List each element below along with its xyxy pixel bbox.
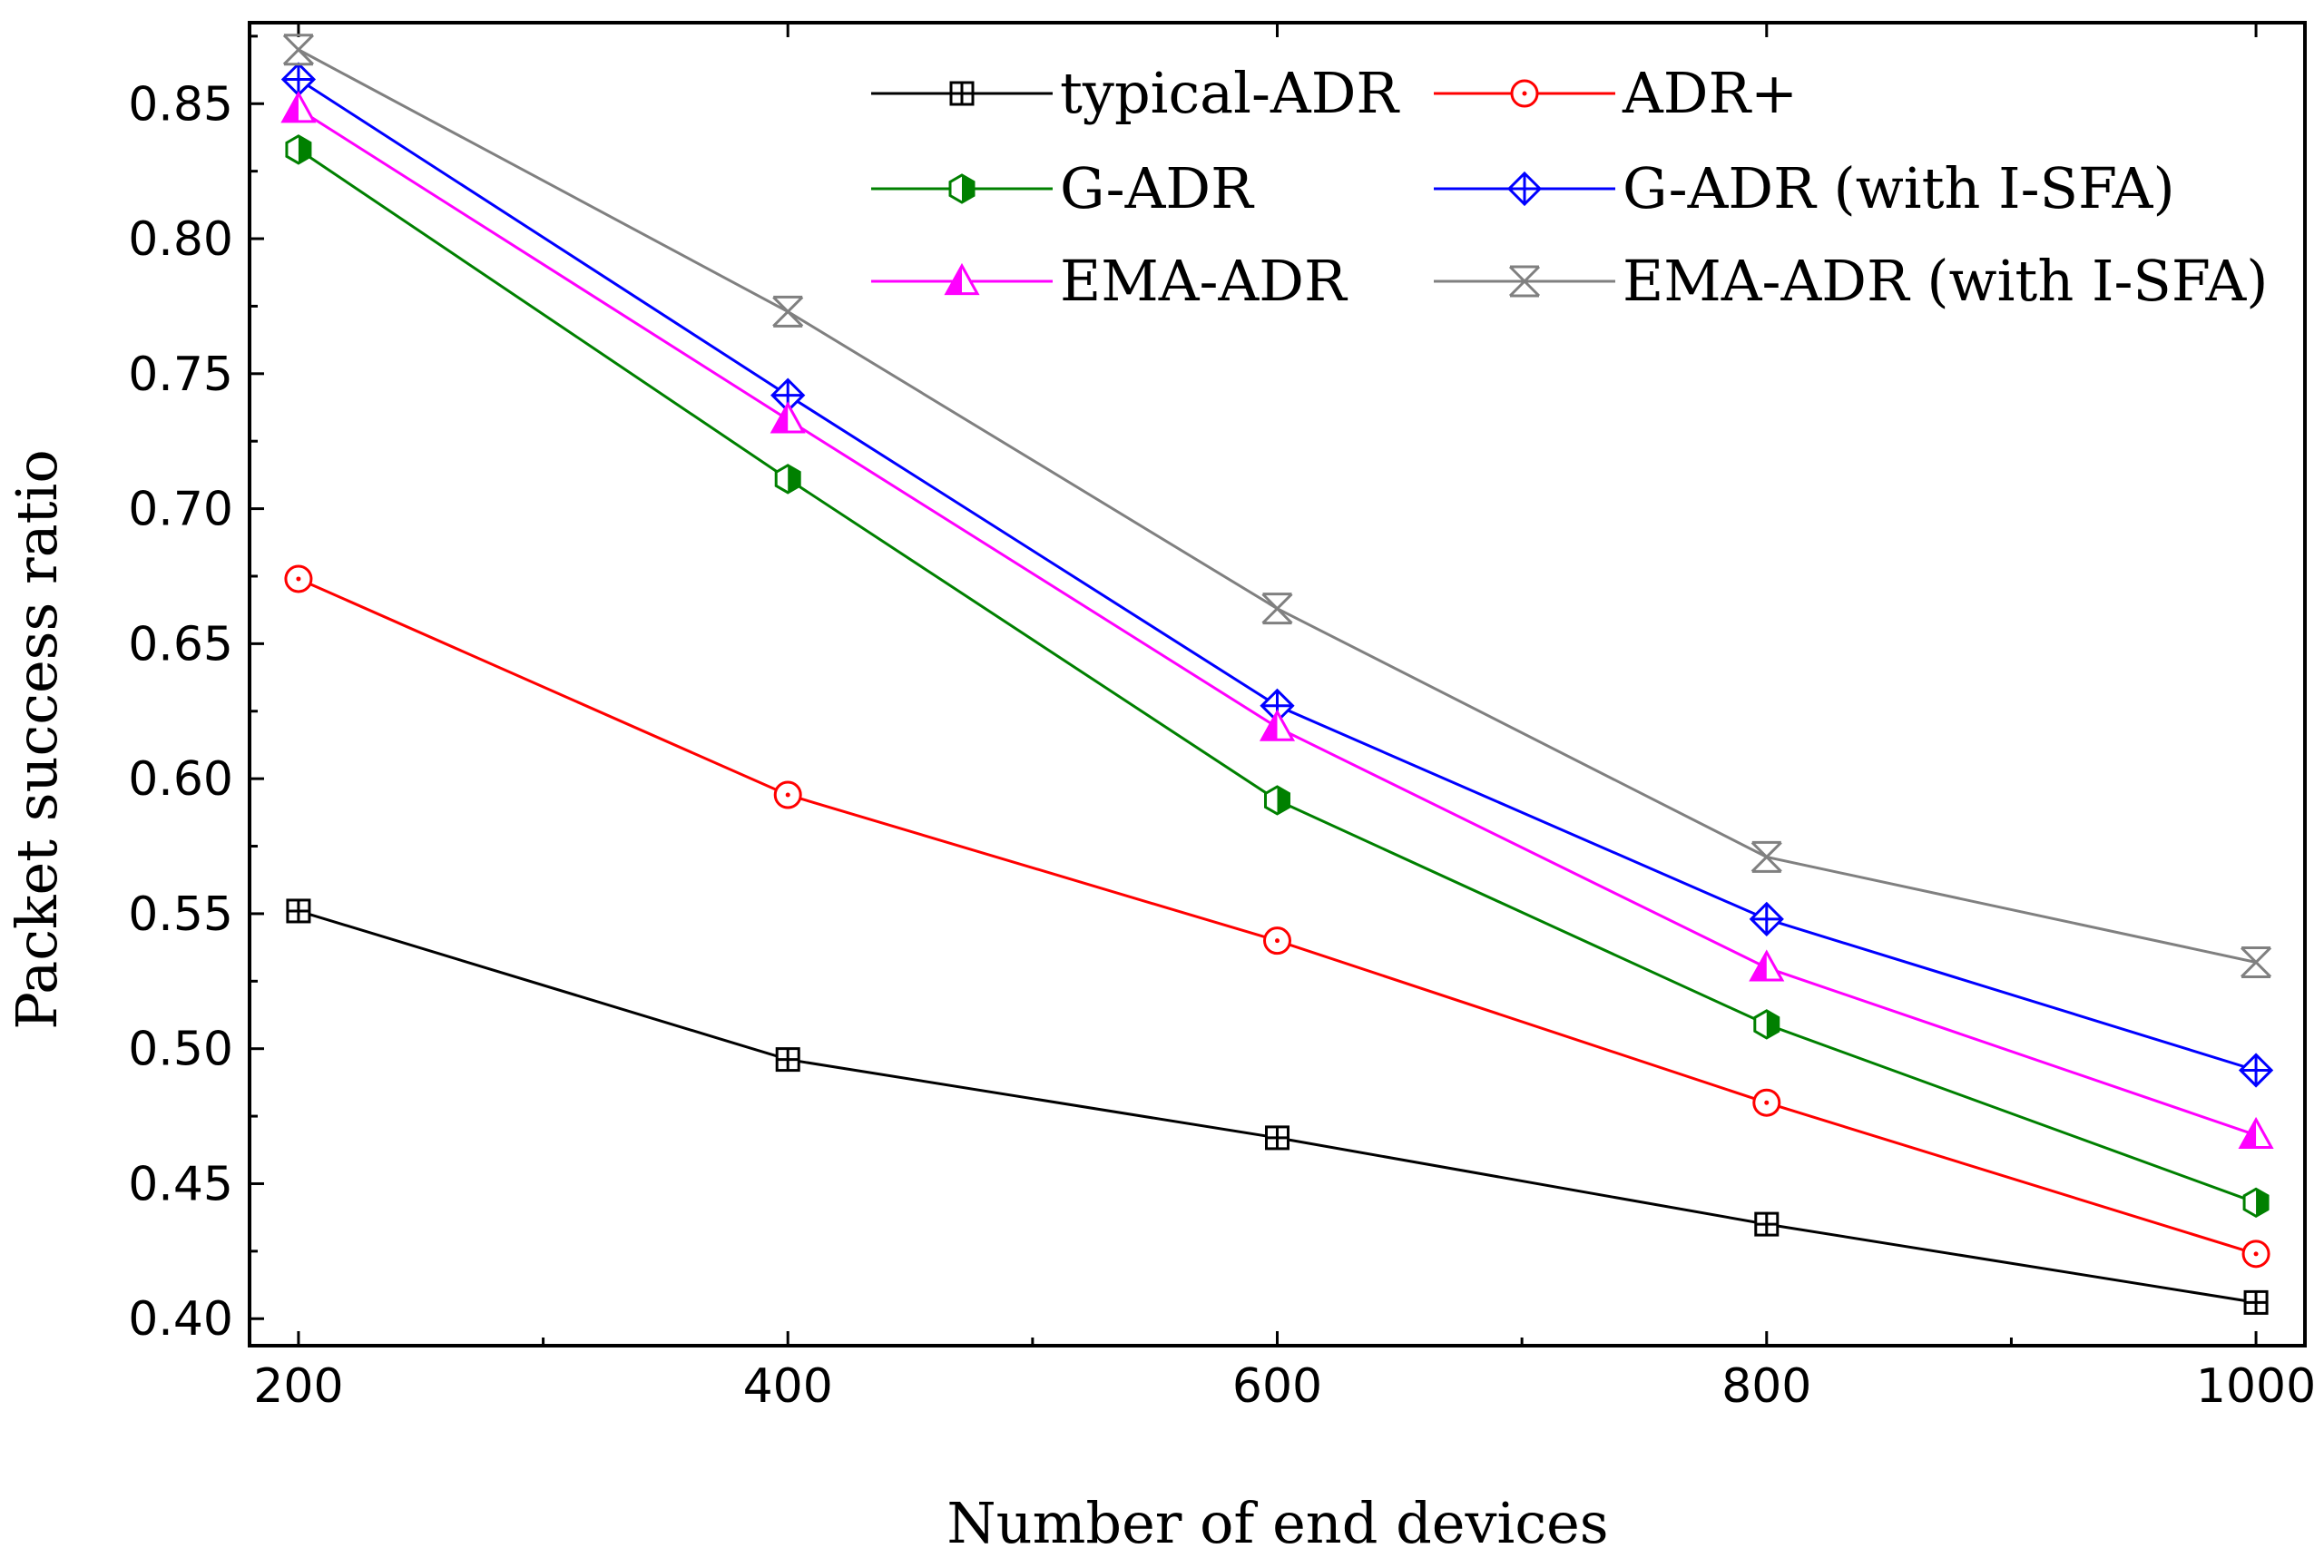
legend-label: ADR+ xyxy=(1622,60,1798,126)
y-tick-label: 0.50 xyxy=(128,1023,233,1077)
data-point xyxy=(1265,1125,1289,1151)
data-point xyxy=(1261,593,1293,625)
data-point xyxy=(772,295,804,328)
data-point xyxy=(1749,949,1785,982)
x-tick-label: 200 xyxy=(253,1359,343,1414)
data-point xyxy=(775,1047,800,1073)
data-point xyxy=(774,464,801,495)
legend-marker xyxy=(1510,79,1539,108)
series-adr xyxy=(284,564,2270,1269)
y-tick-label: 0.45 xyxy=(128,1157,233,1211)
legend-marker xyxy=(1508,265,1541,298)
legend-item: EMA-ADR xyxy=(871,248,1348,314)
series-ema-adr-with-i-sfa xyxy=(282,34,2272,978)
legend: typical-ADR ADR+ G-ADR G-ADR (with I-SFA) EM… xyxy=(871,60,2269,314)
data-point xyxy=(773,780,802,809)
y-axis-title: Packet success ratio xyxy=(4,449,70,1029)
data-point xyxy=(280,91,317,123)
data-point xyxy=(1750,840,1782,873)
data-point xyxy=(285,134,312,165)
data-point xyxy=(1749,901,1784,936)
data-point xyxy=(2243,1289,2269,1315)
data-point xyxy=(1753,1009,1780,1040)
x-tick-label: 1000 xyxy=(2196,1359,2316,1414)
legend-label: G-ADR (with I-SFA) xyxy=(1623,155,2175,221)
legend-item: typical-ADR xyxy=(871,60,1400,126)
data-point xyxy=(2241,946,2272,978)
legend-label: EMA-ADR (with I-SFA) xyxy=(1623,248,2269,314)
x-axis-title: Number of end devices xyxy=(946,1490,1608,1556)
series-ema-adr xyxy=(280,91,2274,1150)
y-tick-label: 0.40 xyxy=(128,1292,233,1347)
y-tick-label: 0.70 xyxy=(128,483,233,537)
x-tick-label: 400 xyxy=(743,1359,833,1414)
legend-label: typical-ADR xyxy=(1060,60,1400,126)
data-point xyxy=(1754,1211,1780,1237)
series-g-adr xyxy=(285,134,2270,1219)
legend-label: EMA-ADR xyxy=(1060,248,1348,314)
series-line xyxy=(298,577,2257,1256)
legend-item: ADR+ xyxy=(1434,60,1798,126)
series-typical-adr xyxy=(286,898,2269,1315)
data-point xyxy=(1259,709,1296,741)
y-tick-label: 0.80 xyxy=(128,212,233,267)
legend-label: G-ADR xyxy=(1060,155,1255,221)
legend-item: G-ADR xyxy=(871,155,1255,221)
series-line xyxy=(298,78,2257,1072)
data-point xyxy=(2241,1240,2270,1269)
y-tick-label: 0.65 xyxy=(128,617,233,671)
series-layer xyxy=(280,34,2274,1315)
data-point xyxy=(284,564,313,593)
data-point xyxy=(286,898,311,924)
legend-marker xyxy=(1506,171,1543,207)
legend-item: G-ADR (with I-SFA) xyxy=(1434,155,2175,221)
data-point xyxy=(2238,1116,2274,1150)
y-tick-label: 0.55 xyxy=(128,887,233,942)
data-point xyxy=(282,34,314,66)
data-point xyxy=(1263,926,1291,956)
x-tick-label: 800 xyxy=(1721,1359,1811,1414)
x-tick-label: 600 xyxy=(1232,1359,1322,1414)
data-point xyxy=(2242,1187,2270,1219)
y-axis: 0.40 0.45 0.50 0.55 0.60 0.65 0.70 0.75 0.80 0.85 xyxy=(128,34,264,1347)
data-point xyxy=(1264,785,1290,816)
legend-marker xyxy=(948,173,976,204)
data-point xyxy=(280,62,317,97)
legend-marker xyxy=(944,262,980,296)
y-tick-label: 0.75 xyxy=(128,348,233,402)
data-point xyxy=(1752,1088,1781,1117)
y-tick-label: 0.60 xyxy=(128,752,233,807)
data-point xyxy=(2238,1053,2274,1088)
data-point xyxy=(770,401,806,434)
series-line xyxy=(298,909,2257,1304)
legend-item: EMA-ADR (with I-SFA) xyxy=(1434,248,2269,314)
legend-marker xyxy=(949,81,975,106)
x-axis: 200 400 600 800 1000 xyxy=(253,23,2316,1414)
y-tick-label: 0.85 xyxy=(128,77,233,132)
